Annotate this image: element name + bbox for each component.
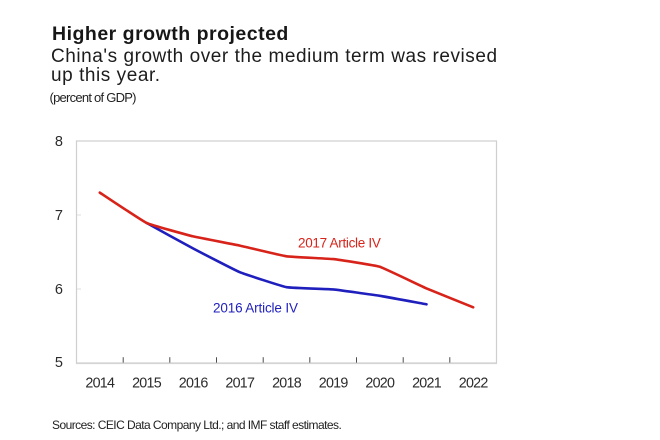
svg-text:2018: 2018 bbox=[272, 375, 302, 391]
svg-text:2020: 2020 bbox=[365, 375, 395, 391]
svg-text:8: 8 bbox=[55, 134, 63, 150]
svg-text:2016: 2016 bbox=[179, 375, 209, 391]
svg-text:2016 Article IV: 2016 Article IV bbox=[213, 300, 298, 315]
svg-text:2017: 2017 bbox=[225, 375, 255, 391]
svg-text:2015: 2015 bbox=[132, 375, 162, 391]
svg-text:6: 6 bbox=[55, 282, 63, 298]
svg-text:2019: 2019 bbox=[319, 375, 349, 391]
svg-text:2014: 2014 bbox=[85, 375, 115, 391]
svg-text:7: 7 bbox=[55, 208, 63, 224]
svg-text:2017 Article IV: 2017 Article IV bbox=[298, 236, 381, 251]
svg-text:5: 5 bbox=[55, 355, 63, 371]
svg-text:2022: 2022 bbox=[459, 375, 489, 391]
svg-text:2021: 2021 bbox=[412, 375, 442, 391]
